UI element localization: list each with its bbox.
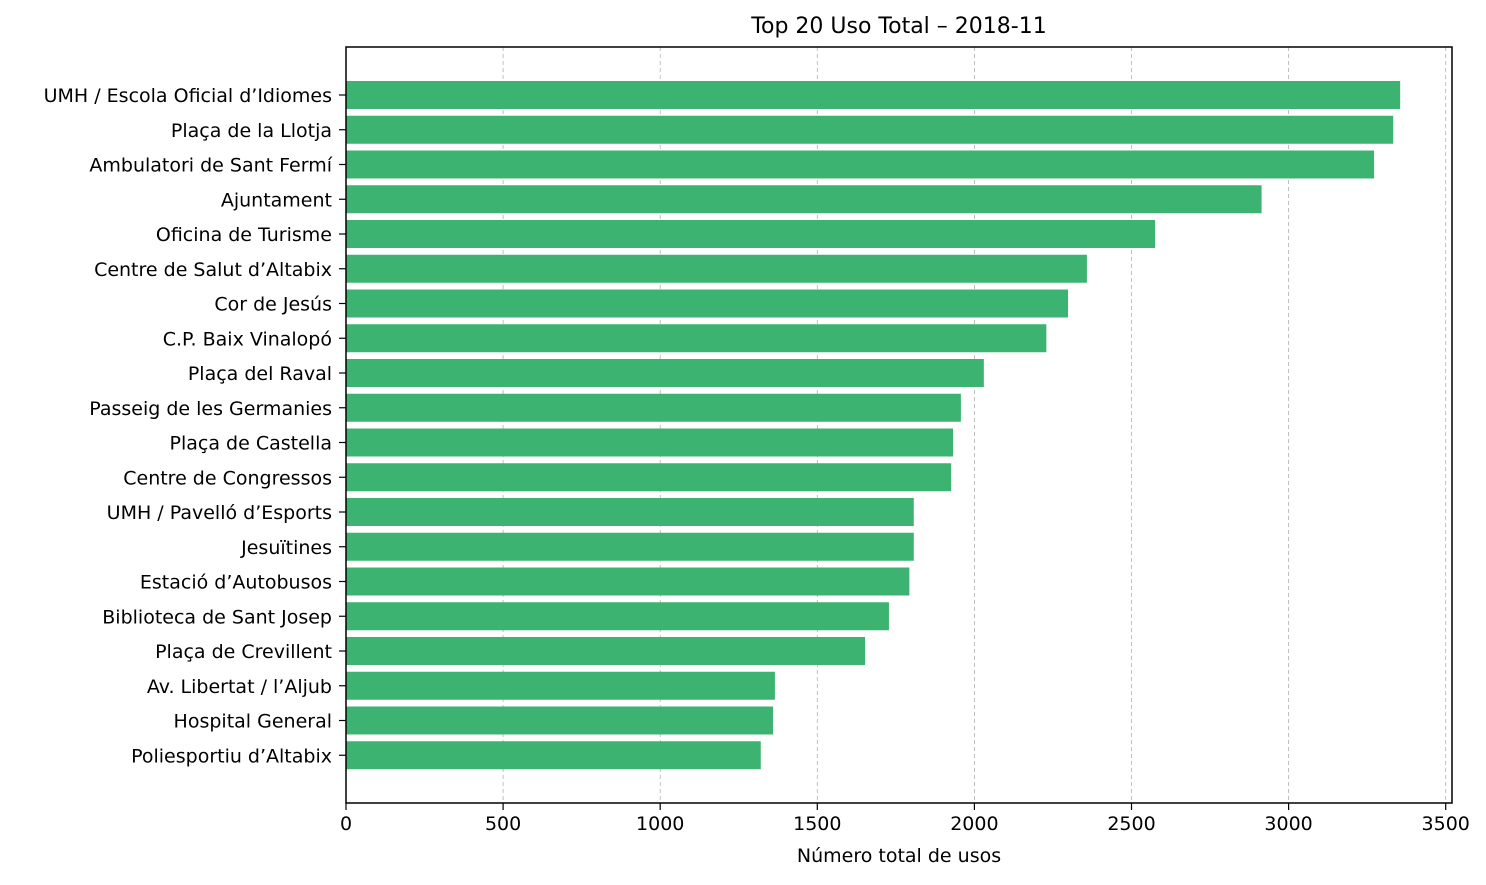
plot-frame: [345, 46, 1453, 804]
bar: [346, 254, 1087, 283]
bar: [346, 567, 910, 596]
chart-title: Top 20 Uso Total – 2018-11: [750, 14, 1046, 39]
y-tick-label: Centre de Salut d’Altabix: [94, 259, 332, 281]
bar: [346, 324, 1047, 353]
bar: [346, 185, 1262, 214]
x-tick-label: 2000: [950, 813, 998, 835]
bar: [346, 81, 1401, 109]
y-tick-label: Ajuntament: [221, 189, 332, 211]
x-tick-label: 3500: [1422, 813, 1470, 835]
bar: [346, 393, 961, 422]
y-tick-label: UMH / Escola Oficial d’Idiomes: [44, 85, 332, 107]
x-tick-label: 0: [340, 813, 352, 835]
y-tick-label: Av. Libertat / l’Aljub: [147, 676, 332, 698]
bar: [346, 220, 1156, 248]
bar: [346, 115, 1394, 144]
y-tick-label: Ambulatori de Sant Fermí: [89, 155, 332, 177]
x-tick-label: 2500: [1107, 813, 1155, 835]
bar: [346, 741, 761, 770]
y-tick-label: Jesuïtines: [240, 537, 332, 559]
y-tick-label: Plaça de la Llotja: [171, 120, 332, 142]
y-tick-label: Estació d’Autobusos: [140, 572, 332, 594]
y-tick-label: UMH / Pavelló d’Esports: [107, 502, 332, 524]
y-tick-label: Plaça de Crevillent: [155, 641, 332, 663]
y-tick-label: Plaça del Raval: [188, 363, 332, 385]
bar: [346, 289, 1069, 318]
x-tick-label: 1000: [636, 813, 684, 835]
bar: [346, 532, 914, 561]
y-tick-label: Centre de Congressos: [123, 467, 332, 489]
x-tick-label: 1500: [793, 813, 841, 835]
bar: [346, 671, 775, 700]
y-tick-label: Passeig de les Germanies: [89, 398, 332, 420]
bar: [346, 428, 954, 457]
bar: [346, 637, 866, 665]
bar: [346, 463, 952, 492]
y-tick-label: Oficina de Turisme: [156, 224, 332, 246]
y-tick-label: Plaça de Castella: [170, 433, 332, 455]
y-tick-label: C.P. Baix Vinalopó: [163, 328, 332, 350]
y-tick-label: Biblioteca de Sant Josep: [102, 606, 332, 628]
bar: [346, 498, 914, 526]
y-tick-label: Poliesportiu d’Altabix: [131, 745, 332, 767]
x-axis-label: Número total de usos: [797, 845, 1001, 867]
y-tick-label: Hospital General: [174, 711, 332, 733]
bar: [346, 359, 984, 387]
y-tick-label: Cor de Jesús: [214, 294, 332, 316]
bar: [346, 706, 774, 735]
x-tick-label: 3000: [1264, 813, 1312, 835]
bar: [346, 602, 889, 631]
x-tick-label: 500: [485, 813, 521, 835]
bar: [346, 150, 1375, 179]
